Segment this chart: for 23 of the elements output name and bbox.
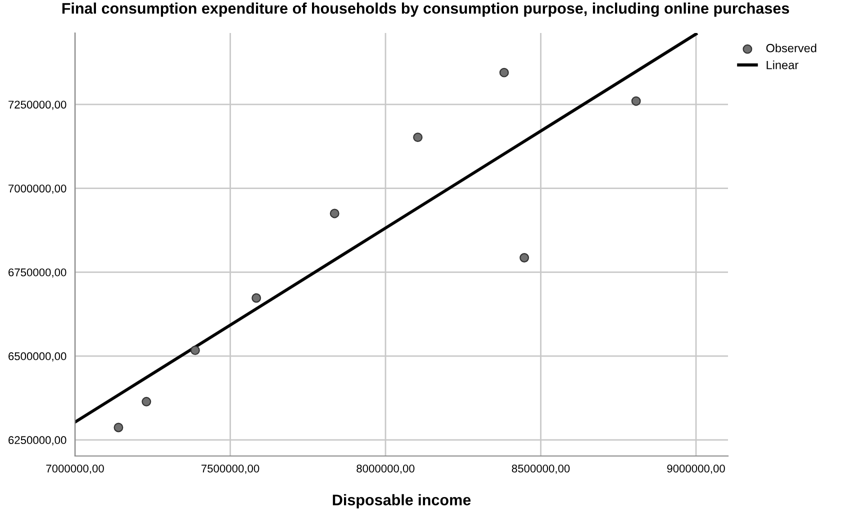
x-tick-label: 9000000,00 (667, 464, 725, 474)
point (499, 68, 509, 78)
point (252, 293, 262, 303)
y-tick-label: 6750000,00 (8, 268, 66, 278)
x-tick-label: 8000000,00 (356, 464, 414, 474)
y-tick-label: 6250000,00 (8, 436, 66, 446)
y-tick-label: 7000000,00 (8, 184, 66, 194)
chart-title: Final consumption expenditure of households by consumption purpose, including online purchases (62, 2, 790, 17)
x-tick-label: 8500000,00 (512, 464, 570, 474)
legend-label: Linear (766, 60, 798, 70)
legend-label: Observed (766, 44, 816, 52)
y-tick-label: 7250000,00 (8, 100, 66, 110)
point (114, 422, 124, 432)
x-axis-title: Disposable income (332, 494, 471, 508)
point (190, 346, 200, 356)
point (413, 132, 423, 142)
point (330, 208, 340, 218)
point (520, 253, 530, 262)
x-tick-label: 7000000,00 (46, 464, 104, 474)
y-tick-label: 6500000,00 (8, 352, 66, 362)
x-tick-label: 7500000,00 (201, 464, 260, 474)
point (631, 96, 641, 106)
point (142, 396, 152, 406)
